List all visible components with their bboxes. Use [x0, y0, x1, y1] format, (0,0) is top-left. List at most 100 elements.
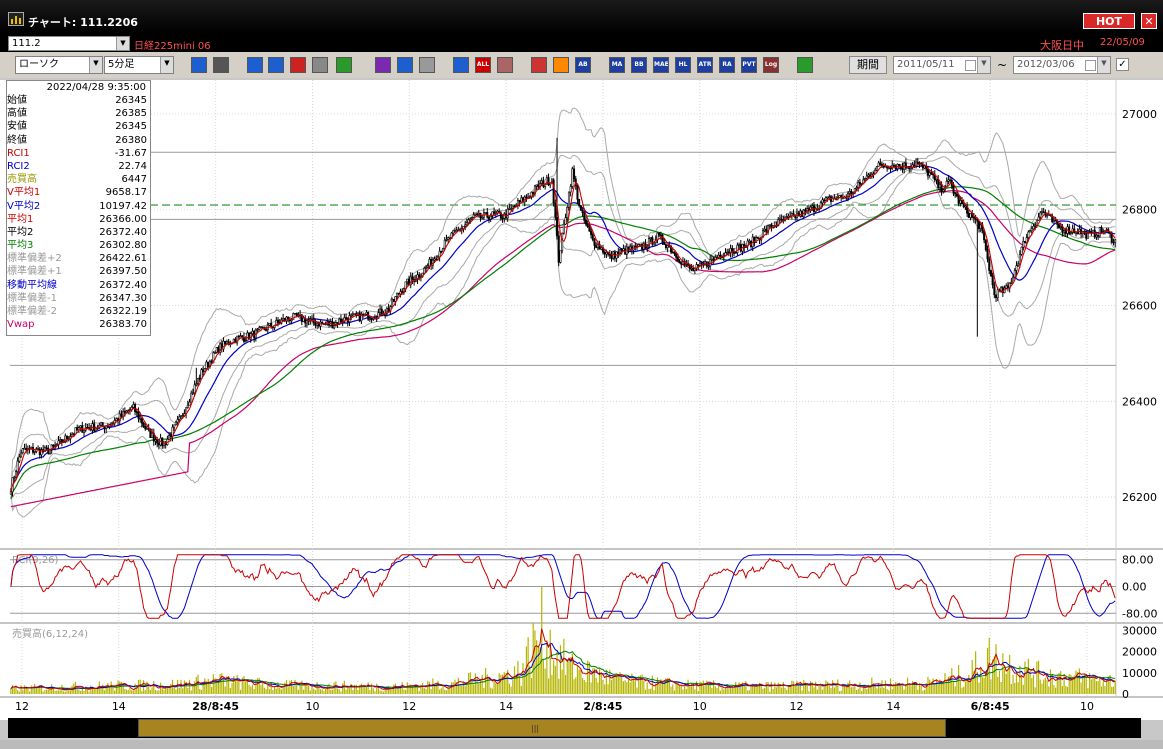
volume-bar	[411, 685, 414, 694]
volume-bar	[440, 688, 442, 694]
date-range-separator: ~	[997, 58, 1008, 72]
volume-bar	[1080, 682, 1082, 694]
candle-body	[331, 321, 334, 329]
abc-icon[interactable]: AB	[575, 57, 591, 73]
volume-bar	[420, 684, 422, 694]
calendar-icon[interactable]	[965, 60, 976, 71]
info-label: 平均2	[7, 226, 34, 238]
brush-icon[interactable]	[531, 57, 547, 73]
candle-body	[248, 332, 251, 340]
volume-bar	[588, 661, 590, 694]
calendar-icon[interactable]	[1085, 60, 1096, 71]
volume-bar	[787, 685, 790, 694]
color-icon[interactable]	[553, 57, 569, 73]
candle-body	[649, 237, 652, 240]
volume-bar	[228, 675, 230, 694]
candle-body	[1069, 232, 1072, 234]
mae-icon[interactable]: MAE	[653, 57, 669, 73]
log-icon[interactable]: Log	[763, 57, 779, 73]
candle-body	[397, 292, 400, 295]
volume-bar	[660, 679, 662, 694]
volume-bar	[794, 685, 796, 694]
candle-body	[824, 197, 827, 201]
volume-bar	[934, 684, 936, 694]
info-row: 始値 26345	[7, 94, 150, 107]
volume-bar	[313, 688, 315, 694]
volume-bar	[495, 683, 497, 694]
undo-icon[interactable]	[397, 57, 413, 73]
period-button[interactable]: 期間	[849, 56, 887, 74]
candle-body	[995, 294, 998, 298]
candle-body	[532, 191, 535, 194]
volume-bar	[18, 691, 20, 694]
volume-bar	[219, 673, 221, 694]
scrollbar-thumb[interactable]: |||	[138, 719, 946, 737]
volume-bar	[745, 681, 747, 694]
chevron-down-icon[interactable]: ▼	[977, 57, 990, 73]
volume-bar	[435, 683, 437, 694]
volume-bar	[684, 684, 686, 694]
volume-bar	[1022, 684, 1024, 694]
volume-bar	[779, 684, 781, 694]
interval-select[interactable]: 5分足 ▼	[104, 56, 174, 74]
volume-bar	[1049, 669, 1052, 694]
hl-icon[interactable]: HL	[675, 57, 691, 73]
period-checkbox[interactable]: ✓	[1116, 58, 1129, 71]
candle-icon[interactable]	[419, 57, 435, 73]
volume-bar	[452, 682, 454, 694]
volume-bar	[139, 679, 141, 694]
draw-line-icon[interactable]	[336, 57, 352, 73]
chart-scrollbar[interactable]: |||	[8, 718, 1141, 738]
export-icon[interactable]	[797, 57, 813, 73]
candle-body	[481, 216, 484, 219]
hot-button[interactable]: HOT	[1083, 13, 1135, 29]
volume-bar	[1009, 654, 1011, 694]
volume-bar	[968, 674, 970, 694]
grid-icon[interactable]	[213, 57, 229, 73]
pvt-icon[interactable]: PVT	[741, 57, 757, 73]
candle-body	[520, 197, 523, 203]
chevron-down-icon[interactable]: ▼	[1097, 57, 1110, 73]
all-icon[interactable]: ALL	[475, 57, 491, 73]
candle-body	[1085, 230, 1088, 239]
bollinger-band-line	[10, 171, 1116, 518]
chart-canvas[interactable]: 12 14 28/8:45 10 12 14 2/8:45 10 12 14 6/8:45 10 270…	[0, 80, 1163, 720]
arrow-down-icon[interactable]	[247, 57, 263, 73]
volume-bar	[287, 687, 289, 694]
date-from-field[interactable]: 2011/05/11 ▼	[893, 56, 991, 74]
volume-bar	[997, 676, 999, 694]
bollinger-band-line	[10, 107, 1116, 492]
symbol-select[interactable]: 111.2 ▼	[8, 36, 130, 51]
candle-body	[955, 193, 958, 197]
volume-bar	[706, 680, 708, 694]
ma-icon[interactable]: MA	[609, 57, 625, 73]
candle-body	[499, 212, 502, 219]
high-low-icon[interactable]	[290, 57, 306, 73]
candle-body	[464, 224, 467, 227]
candle-body	[646, 246, 649, 249]
bb-icon[interactable]: BB	[631, 57, 647, 73]
volume-bar	[253, 689, 255, 694]
candle-body	[923, 165, 926, 169]
chevron-down-icon[interactable]: ▼	[116, 37, 129, 50]
zoom-icon[interactable]	[191, 57, 207, 73]
close-button[interactable]: ✕	[1141, 13, 1157, 29]
symbol-code: 111.2	[12, 38, 41, 49]
volume-bar	[964, 681, 967, 694]
rsi-icon[interactable]: RA	[719, 57, 735, 73]
info-row: Vwap 26383.70	[7, 318, 150, 331]
atr-icon[interactable]: ATR	[697, 57, 713, 73]
info-icon[interactable]	[312, 57, 328, 73]
chart-type-select[interactable]: ローソク ▼	[15, 56, 103, 74]
bar-icon[interactable]	[453, 57, 469, 73]
info-row: 平均3 26302.80	[7, 239, 150, 252]
date-to-field[interactable]: 2012/03/06 ▼	[1013, 56, 1111, 74]
chevron-down-icon[interactable]: ▼	[89, 57, 102, 73]
volume-bar	[496, 683, 499, 694]
candle-body	[79, 425, 82, 428]
gear-icon[interactable]	[497, 57, 513, 73]
search-icon[interactable]	[268, 57, 284, 73]
volume-bar	[432, 678, 434, 694]
chevron-down-icon[interactable]: ▼	[160, 57, 173, 73]
cursor-icon[interactable]	[375, 57, 391, 73]
